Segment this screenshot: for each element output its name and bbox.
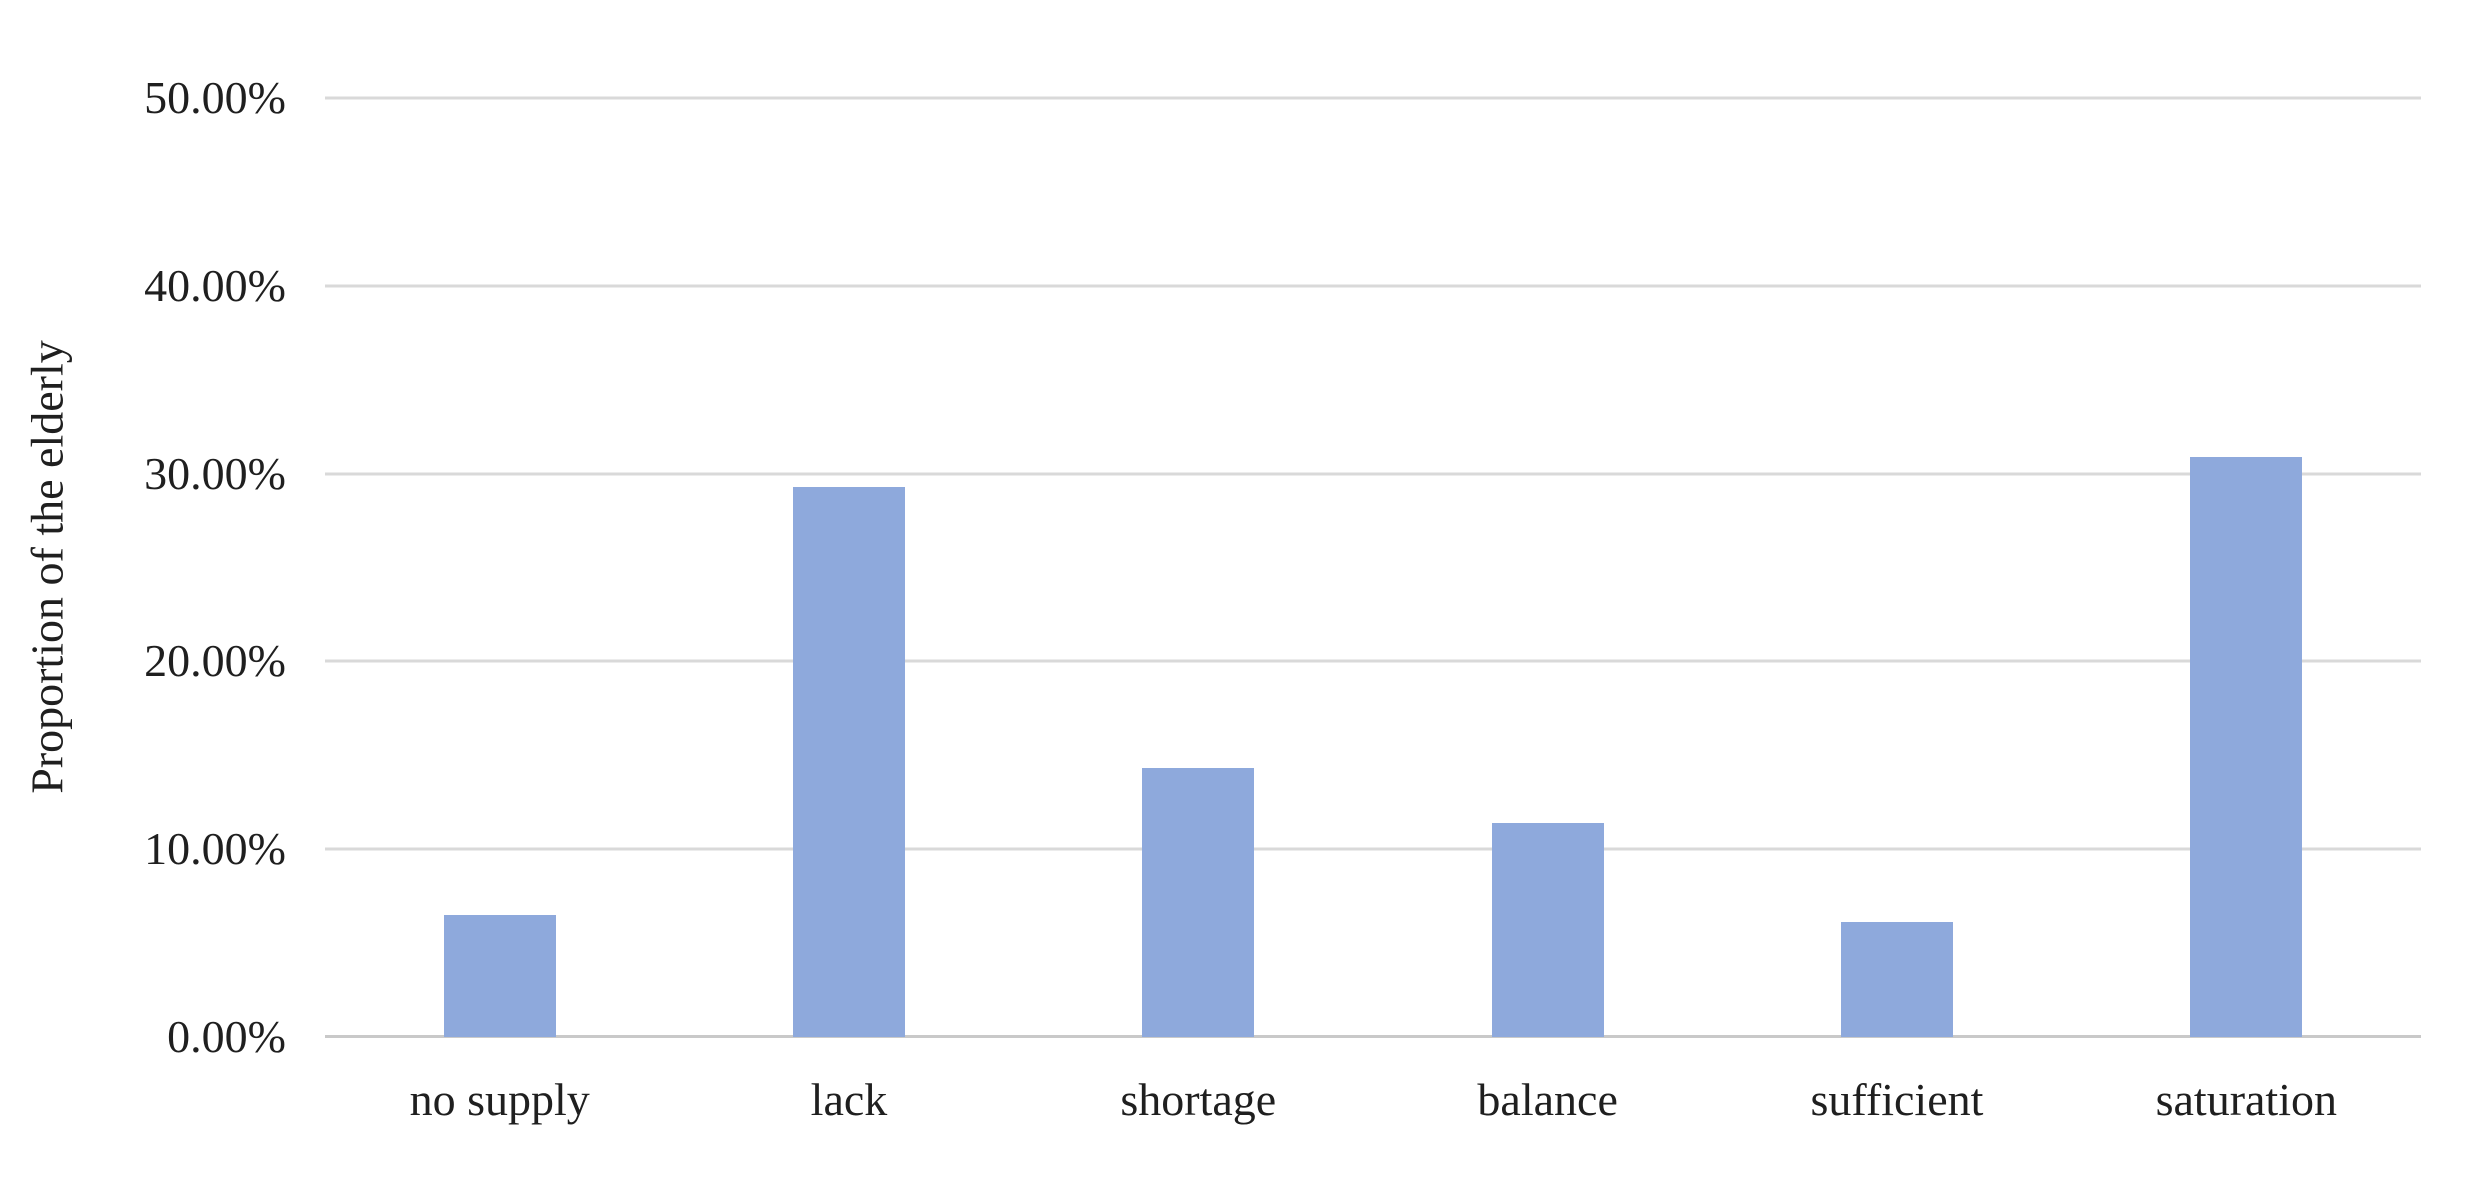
bar-sufficient	[1840, 922, 1953, 1037]
bar-saturation	[2190, 456, 2303, 1037]
gridline-50	[325, 96, 2421, 100]
bar-slot-sufficient	[1722, 98, 2071, 1037]
bar-no-supply	[443, 914, 556, 1037]
bar-slot-no-supply	[325, 98, 674, 1037]
x-category-label: no supply	[409, 1074, 590, 1125]
y-axis-title: Proportion of the elderly	[21, 340, 73, 794]
x-category-label: saturation	[2155, 1074, 2337, 1125]
bar-balance	[1491, 822, 1604, 1037]
x-category-label: shortage	[1120, 1074, 1277, 1125]
gridline-10	[325, 847, 2421, 851]
x-axis-line	[325, 1035, 2421, 1038]
bar-series	[325, 98, 2421, 1037]
y-tick-label: 30.00%	[144, 448, 286, 499]
bar-slot-balance	[1373, 98, 1722, 1037]
x-category-label: lack	[810, 1074, 888, 1125]
y-tick-label: 20.00%	[144, 635, 286, 686]
y-tick-label: 0.00%	[167, 1011, 286, 1062]
bar-lack	[792, 486, 905, 1037]
bar-shortage	[1142, 768, 1255, 1037]
y-tick-label: 50.00%	[144, 72, 286, 123]
bar-slot-saturation	[2072, 98, 2421, 1037]
plot-area	[325, 96, 2421, 1038]
y-tick-label: 40.00%	[144, 260, 286, 311]
bar-slot-shortage	[1024, 98, 1373, 1037]
x-category-label: sufficient	[1810, 1074, 1984, 1125]
y-tick-label: 10.00%	[144, 823, 286, 874]
gridline-40	[325, 284, 2421, 288]
x-axis-labels: no supply lack shortage balance sufficie…	[325, 1072, 2421, 1128]
x-category-label: balance	[1477, 1074, 1618, 1125]
bar-slot-lack	[674, 98, 1023, 1037]
gridline-30	[325, 472, 2421, 476]
gridline-20	[325, 659, 2421, 663]
